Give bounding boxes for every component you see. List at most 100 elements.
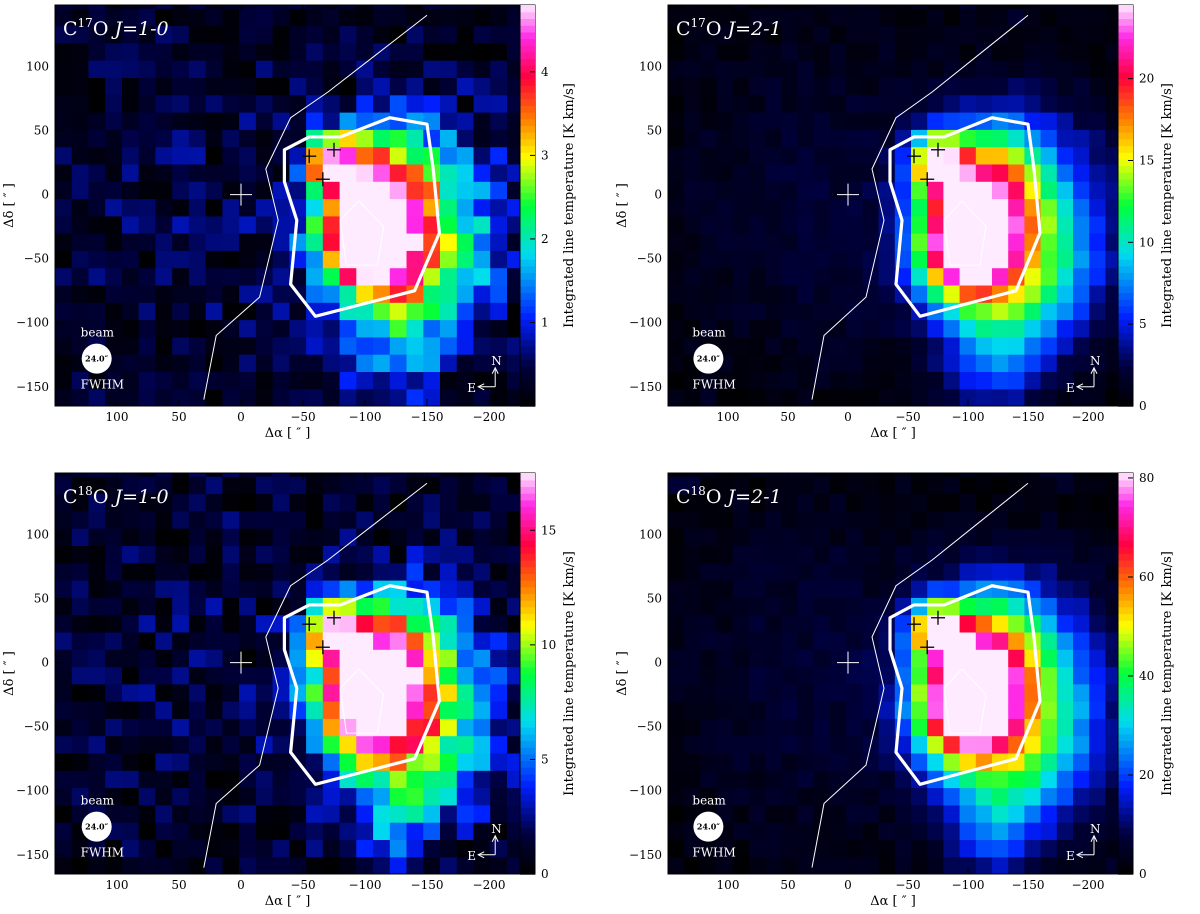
map-pixel xyxy=(992,493,1009,512)
map-pixel xyxy=(440,198,458,217)
map-pixel xyxy=(830,129,847,148)
map-pixel xyxy=(1056,614,1074,633)
map-pixel xyxy=(1040,649,1058,668)
map-pixel xyxy=(765,354,782,372)
map-pixel xyxy=(1056,735,1074,754)
map-pixel xyxy=(490,545,508,564)
map-pixel xyxy=(781,473,799,477)
map-pixel xyxy=(356,649,374,668)
colorbar-segment xyxy=(520,700,535,708)
map-pixel xyxy=(927,735,944,754)
map-pixel xyxy=(1040,319,1058,338)
map-pixel xyxy=(406,284,424,303)
map-pixel xyxy=(1073,614,1090,633)
map-pixel xyxy=(1073,631,1090,650)
map-pixel xyxy=(406,718,424,737)
map-pixel xyxy=(239,94,257,113)
map-pixel xyxy=(959,770,977,789)
map-pixel xyxy=(339,473,357,477)
map-pixel xyxy=(289,735,307,754)
map-pixel xyxy=(765,388,782,406)
map-pixel xyxy=(272,545,290,564)
map-pixel xyxy=(71,649,89,668)
map-pixel xyxy=(668,701,685,719)
map-pixel xyxy=(1008,198,1025,217)
map-pixel xyxy=(373,649,391,668)
map-pixel xyxy=(88,562,106,581)
contour-inner xyxy=(339,200,385,266)
map-pixel xyxy=(172,336,190,355)
map-pixel xyxy=(339,649,357,668)
map-pixel xyxy=(88,770,106,789)
map-pixel xyxy=(765,146,782,165)
map-pixel xyxy=(255,493,274,512)
map-pixel xyxy=(423,60,441,78)
map-pixel xyxy=(797,112,815,130)
map-pixel xyxy=(862,388,880,406)
colorbar-segment xyxy=(1118,71,1133,80)
map-pixel xyxy=(700,683,718,702)
map-pixel xyxy=(894,319,912,338)
map-pixel xyxy=(440,473,458,477)
map-pixel xyxy=(700,60,718,78)
contour-thick xyxy=(888,116,1042,318)
map-pixel xyxy=(846,473,863,477)
map-pixel xyxy=(765,614,782,633)
map-pixel xyxy=(356,804,374,823)
map-pixel xyxy=(456,614,475,633)
map-pixel xyxy=(959,614,977,633)
map-pixel xyxy=(306,112,324,130)
map-pixel xyxy=(813,839,831,858)
map-pixel xyxy=(440,77,458,96)
colorbar-segment xyxy=(520,98,535,106)
map-pixel xyxy=(1024,319,1042,338)
map-pixel xyxy=(781,856,799,874)
map-pixel xyxy=(239,683,257,702)
map-pixel xyxy=(1073,129,1090,148)
map-pixel xyxy=(155,371,173,390)
map-pixel xyxy=(188,25,207,44)
map-pixel xyxy=(456,683,475,702)
colorbar-segment xyxy=(1118,586,1133,594)
colorbar-segment xyxy=(1118,847,1133,855)
map-pixel xyxy=(339,250,357,269)
map-pixel xyxy=(684,250,701,269)
colorbar-segment xyxy=(1118,546,1133,554)
map-pixel xyxy=(813,476,831,495)
map-pixel xyxy=(55,129,73,148)
map-pixel xyxy=(862,42,880,61)
map-pixel xyxy=(456,718,475,737)
map-pixel xyxy=(255,473,274,477)
map-pixel xyxy=(122,60,140,78)
map-pixel xyxy=(975,354,993,372)
map-pixel xyxy=(222,562,240,581)
map-pixel xyxy=(846,60,863,78)
map-pixel xyxy=(172,94,190,113)
map-pixel xyxy=(255,631,274,650)
panel-title: C17O J=2-1 xyxy=(676,16,782,40)
map-pixel xyxy=(205,510,223,529)
map-pixel xyxy=(684,735,701,754)
map-pixel xyxy=(813,787,831,806)
map-pixel xyxy=(813,267,831,286)
map-pixel xyxy=(239,371,257,390)
map-pixel xyxy=(846,5,863,9)
colorbar-segment xyxy=(1118,599,1133,608)
map-pixel xyxy=(138,302,156,321)
map-pixel xyxy=(373,562,391,581)
map-pixel xyxy=(188,649,207,668)
map-pixel xyxy=(927,163,944,182)
map-pixel xyxy=(272,787,290,806)
colorbar-segment xyxy=(1118,285,1133,294)
map-pixel xyxy=(322,804,341,823)
map-pixel xyxy=(700,473,718,477)
map-pixel xyxy=(172,493,190,512)
map-pixel xyxy=(716,250,734,269)
colorbar-segment xyxy=(520,800,535,808)
map-pixel xyxy=(813,562,831,581)
colorbar-segment xyxy=(520,31,535,40)
colorbar-segment xyxy=(520,78,535,86)
colorbar-segment xyxy=(520,860,535,869)
map-pixel xyxy=(440,804,458,823)
map-pixel xyxy=(188,8,207,27)
